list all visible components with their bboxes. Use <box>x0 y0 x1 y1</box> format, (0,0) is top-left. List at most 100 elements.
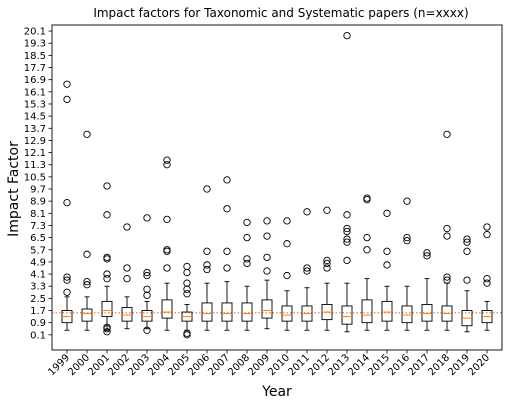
outlier-point <box>103 323 111 331</box>
outlier-point <box>83 281 91 289</box>
y-tick-label: 10.5 <box>24 172 46 183</box>
outlier-point <box>203 185 211 193</box>
outlier-point <box>203 247 211 255</box>
outlier-point <box>263 217 271 225</box>
outlier-point <box>443 130 451 138</box>
outlier-point <box>463 276 471 284</box>
y-tick-label: 1.7 <box>30 306 46 317</box>
outlier-point <box>243 255 251 263</box>
y-tick-label: 13.7 <box>24 124 46 135</box>
outlier-point <box>143 326 151 334</box>
y-tick-label: 0.9 <box>30 318 46 329</box>
box-2017 <box>421 303 433 322</box>
outlier-point <box>163 264 171 272</box>
y-tick-label: 14.5 <box>24 112 46 123</box>
outlier-point <box>483 223 491 231</box>
box-2008 <box>241 302 253 322</box>
outlier-point <box>183 279 191 287</box>
outlier-point <box>263 232 271 240</box>
outlier-point <box>63 80 71 88</box>
box-2016 <box>401 305 413 324</box>
y-tick-label: 0.1 <box>30 330 46 341</box>
box-2000 <box>81 308 93 322</box>
y-tick-label: 16.1 <box>24 87 46 98</box>
y-tick-label: 15.3 <box>24 99 46 110</box>
outlier-point <box>303 267 311 275</box>
outlier-point <box>323 264 331 272</box>
outlier-point <box>223 205 231 213</box>
x-tick-label: 2002 <box>106 352 132 378</box>
outlier-point <box>463 235 471 243</box>
y-tick-label: 20.1 <box>24 27 46 38</box>
outlier-point <box>303 208 311 216</box>
outlier-point <box>343 224 351 233</box>
outlier-point <box>103 211 111 219</box>
y-tick-label: 18.5 <box>24 51 46 62</box>
x-tick-label: 2015 <box>366 352 392 378</box>
box-2013 <box>341 305 353 325</box>
outlier-point <box>403 237 411 245</box>
x-tick-label: 2007 <box>206 352 232 378</box>
outlier-point <box>483 274 491 283</box>
y-tick-label: 12.1 <box>24 148 46 159</box>
outlier-point <box>383 261 391 269</box>
box-2003 <box>141 310 153 322</box>
outlier-point <box>83 130 91 138</box>
x-tick-label: 2011 <box>286 352 312 378</box>
outlier-point <box>323 256 331 265</box>
outlier-point <box>63 199 71 207</box>
y-tick-label: 3.3 <box>30 282 46 293</box>
box-2001 <box>101 300 113 318</box>
plot-area: 0.10.91.72.53.34.1 4.95.76.57.38.18.99.7 1… <box>24 24 503 378</box>
outlier-point <box>223 247 231 255</box>
x-tick-label: 2018 <box>426 352 452 378</box>
outlier-point <box>343 235 351 243</box>
outlier-point <box>63 276 71 284</box>
outlier-point <box>263 253 271 262</box>
outlier-point <box>283 217 291 225</box>
outlier-point <box>103 274 111 283</box>
box-2010 <box>281 305 293 322</box>
outlier-point <box>63 273 71 281</box>
outlier-point <box>343 227 351 236</box>
box-2015 <box>381 300 393 322</box>
outlier-point <box>123 264 131 272</box>
x-tick-label: 2019 <box>446 352 472 378</box>
box-2004 <box>161 299 173 319</box>
outlier-point <box>343 238 351 246</box>
outlier-point <box>343 31 351 40</box>
outlier-point <box>123 223 131 231</box>
outlier-point <box>483 230 491 239</box>
outlier-point <box>183 329 191 337</box>
outlier-point <box>323 206 331 214</box>
x-tick-label: 2013 <box>326 352 352 378</box>
outlier-point <box>183 262 191 271</box>
y-tick-label: 2.5 <box>30 294 46 305</box>
outlier-point <box>143 285 151 293</box>
x-tick-label: 2016 <box>386 352 412 378</box>
x-tick-label: 2020 <box>466 352 492 378</box>
outlier-point <box>463 247 471 255</box>
outlier-point <box>243 259 251 268</box>
x-tick-label: 2001 <box>86 352 112 378</box>
outlier-point <box>383 209 391 217</box>
x-tick-label: 1999 <box>46 352 72 378</box>
y-tick-label: 4.1 <box>30 270 46 281</box>
box-2007 <box>221 302 233 322</box>
outlier-point <box>443 273 451 281</box>
y-tick-label: 4.9 <box>30 257 46 268</box>
x-tick-label: 2014 <box>346 352 372 378</box>
y-tick-label: 8.9 <box>30 197 46 208</box>
x-tick-label: 2009 <box>246 352 272 378</box>
outlier-point <box>443 232 451 240</box>
box-2006 <box>201 302 213 322</box>
outlier-point <box>243 233 251 242</box>
y-tick-label: 17.7 <box>24 63 46 74</box>
outlier-point <box>63 288 71 296</box>
x-tick-label: 2000 <box>66 352 92 378</box>
outlier-point <box>163 215 171 224</box>
outlier-point <box>343 211 351 219</box>
outlier-point <box>143 271 151 280</box>
outlier-point <box>203 265 211 274</box>
outlier-point <box>223 264 231 272</box>
